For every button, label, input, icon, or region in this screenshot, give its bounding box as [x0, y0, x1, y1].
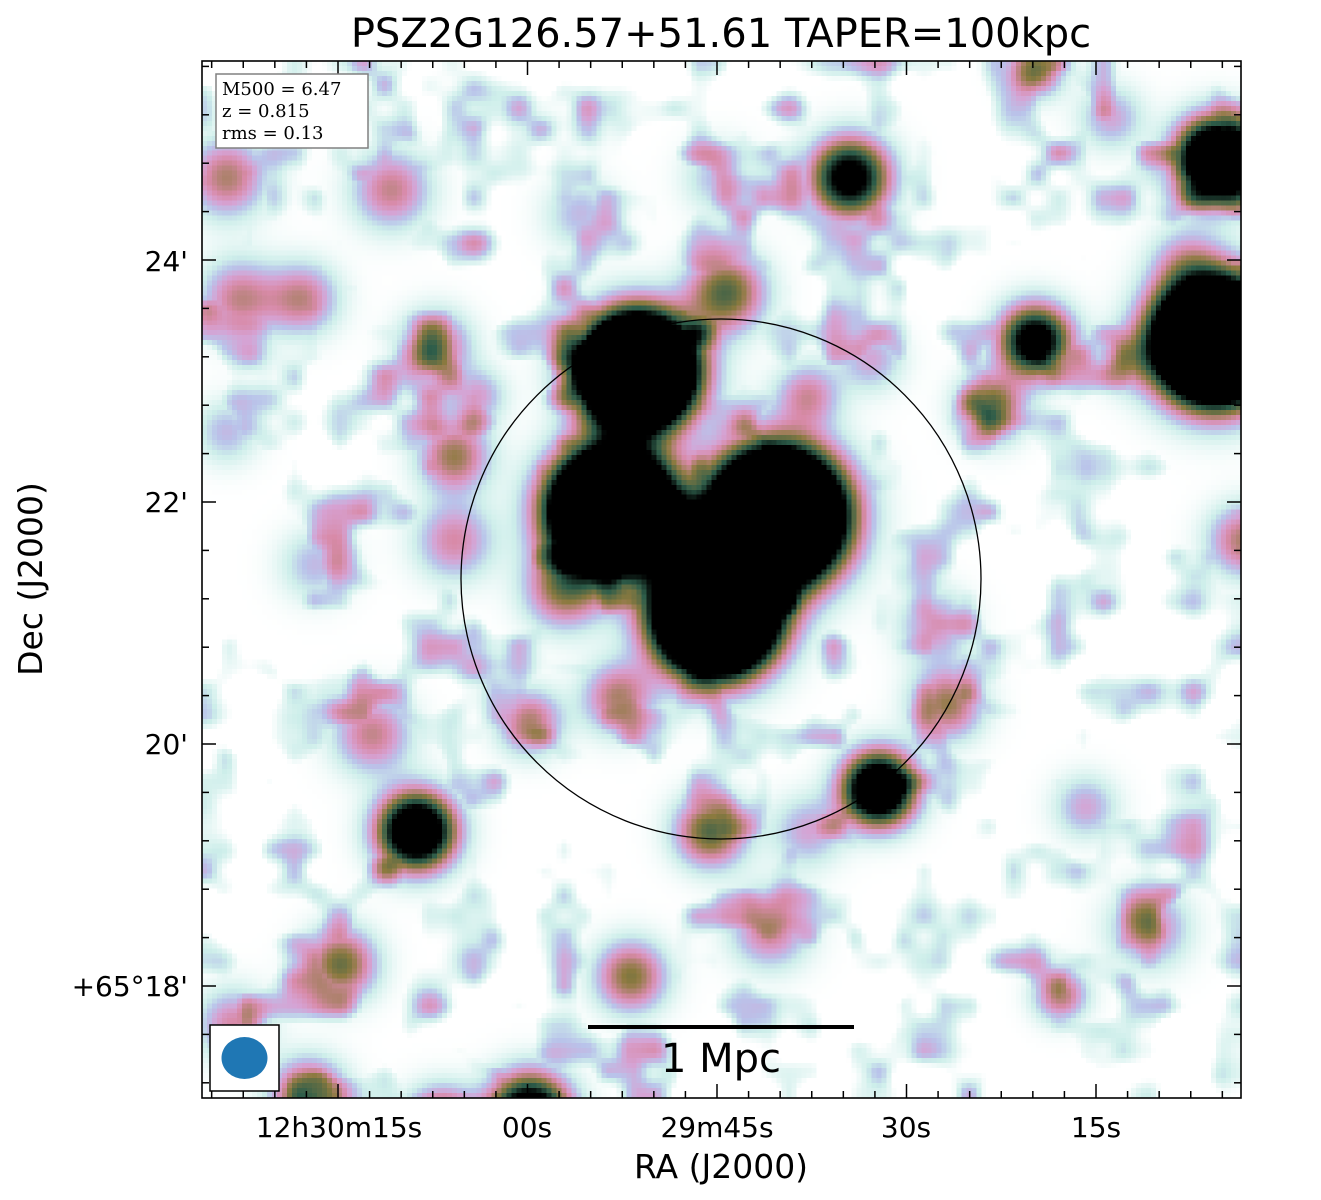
- x-tick-label: 15s: [1071, 1111, 1121, 1144]
- scale-bar: 1 Mpc: [588, 1025, 854, 1082]
- info-redshift: z = 0.815: [222, 101, 310, 122]
- axis-ticks: [202, 61, 1241, 1098]
- x-tick-label: 29m45s: [660, 1111, 773, 1144]
- info-box-frame: [215, 73, 369, 149]
- y-axis-label: Dec (J2000): [11, 482, 50, 676]
- info-rms: rms = 0.13: [222, 123, 324, 144]
- cluster-circle: [460, 318, 982, 840]
- x-axis-label: RA (J2000): [634, 1147, 808, 1186]
- beam-ellipse: [221, 1037, 268, 1079]
- beam-box: [209, 1024, 280, 1092]
- info-mass: M500 = 6.47: [222, 79, 341, 100]
- y-tick-label: +65°18': [72, 970, 188, 1003]
- y-tick-label: 22': [145, 486, 188, 519]
- r500-circle: [460, 318, 982, 840]
- info-box: M500 = 6.47 z = 0.815 rms = 0.13: [215, 73, 369, 149]
- x-tick-labels: 12h30m15s 00s 29m45s 30s 15s: [256, 1111, 1121, 1144]
- emission-image: [202, 61, 1241, 1098]
- y-tick-labels: 24' 22' 20' +65°18': [72, 245, 188, 1003]
- emission-map: [202, 61, 1241, 1098]
- scale-bar-label: 1 Mpc: [661, 1036, 781, 1082]
- plot-frame: [201, 60, 1242, 1099]
- x-tick-label: 30s: [881, 1111, 931, 1144]
- y-tick-label: 24': [145, 245, 188, 278]
- figure-title: PSZ2G126.57+51.61 TAPER=100kpc: [351, 11, 1091, 57]
- x-tick-label: 12h30m15s: [256, 1111, 423, 1144]
- y-tick-label: 20': [145, 728, 188, 761]
- x-tick-label: 00s: [502, 1111, 552, 1144]
